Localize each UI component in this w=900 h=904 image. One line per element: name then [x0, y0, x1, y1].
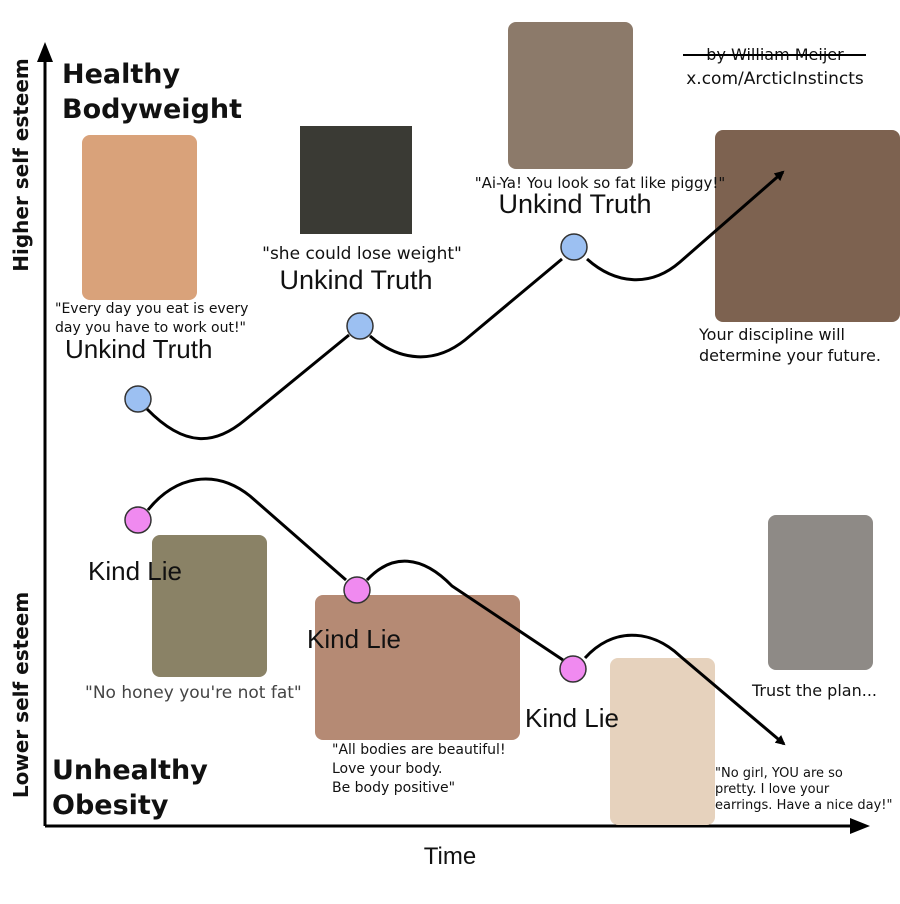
credit-link: x.com/ArcticInstincts	[686, 69, 864, 89]
photo	[715, 130, 900, 322]
quote: "No honey you're not fat"	[85, 683, 302, 703]
quote: "No girl, YOU are so	[715, 766, 843, 781]
quote: earrings. Have a nice day!"	[715, 798, 892, 813]
photo	[768, 515, 873, 670]
quote: "Every day you eat is every	[55, 301, 248, 317]
upper-curve	[145, 172, 783, 440]
step-label: Unkind Truth	[498, 189, 651, 219]
lower-curve	[146, 477, 784, 744]
quote: Be body positive"	[332, 780, 455, 796]
quote: day you have to work out!"	[55, 320, 246, 336]
node	[124, 506, 152, 534]
quote: "Ai-Ya! You look so fat like piggy!"	[475, 174, 726, 192]
photo	[300, 126, 412, 234]
step-label: Unkind Truth	[279, 265, 432, 295]
bottom-label: Unhealthy	[52, 755, 208, 786]
photo	[315, 595, 520, 740]
step-label: Kind Lie	[525, 703, 619, 733]
photos	[82, 22, 900, 825]
outcome: Trust the plan...	[751, 681, 877, 700]
x-label: Time	[424, 843, 476, 870]
quote: Love your body.	[332, 761, 442, 777]
top-label: Bodyweight	[62, 94, 242, 125]
node	[346, 312, 374, 340]
bottom-label: Obesity	[52, 790, 169, 821]
outcome: Your discipline will	[698, 325, 845, 344]
step-label: Kind Lie	[307, 624, 401, 654]
photo	[82, 135, 197, 300]
outcome: determine your future.	[699, 346, 881, 365]
y-top-label: Higher self esteem	[9, 58, 33, 272]
quote: "All bodies are beautiful!	[332, 742, 506, 758]
y-arrow	[37, 42, 53, 62]
photo	[508, 22, 633, 169]
step-label: Kind Lie	[88, 556, 182, 586]
x-arrow	[850, 818, 870, 834]
nodes	[124, 233, 588, 683]
quote: pretty. I love your	[715, 782, 830, 797]
quote: "she could lose weight"	[262, 244, 462, 264]
photo	[610, 658, 715, 825]
node	[343, 576, 371, 604]
node	[124, 385, 152, 413]
step-label: Unkind Truth	[65, 334, 212, 364]
y-bottom-label: Lower self esteem	[9, 592, 33, 798]
top-label: Healthy	[62, 59, 181, 90]
node	[560, 233, 588, 261]
node	[559, 655, 587, 683]
photo	[152, 535, 267, 677]
